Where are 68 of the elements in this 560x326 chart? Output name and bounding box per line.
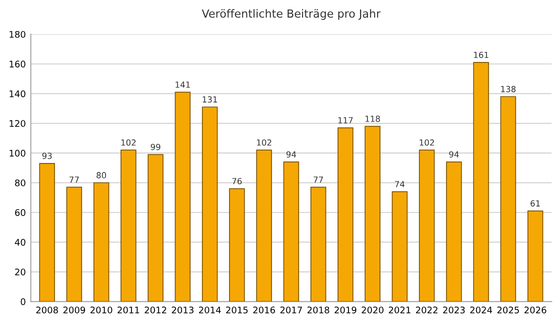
bar xyxy=(39,163,55,302)
y-tick-label: 100 xyxy=(10,150,26,157)
bar xyxy=(283,162,300,302)
bar xyxy=(446,162,462,302)
bar xyxy=(473,62,489,302)
data-label: 76 xyxy=(232,178,242,184)
x-tick-label: 2017 xyxy=(280,306,302,314)
data-label: 161 xyxy=(474,52,488,58)
bar xyxy=(418,150,435,302)
x-tick-label: 2020 xyxy=(362,306,384,314)
bar xyxy=(229,188,245,302)
bar xyxy=(148,154,164,302)
data-label: 94 xyxy=(286,151,296,158)
bar xyxy=(364,126,380,302)
data-label: 138 xyxy=(501,86,516,92)
bar xyxy=(66,186,82,302)
y-tick-label: 160 xyxy=(10,60,26,68)
x-tick-label: 2025 xyxy=(497,306,519,314)
bar xyxy=(93,182,110,302)
x-tick-label: 2016 xyxy=(253,306,275,314)
y-tick-label: 60 xyxy=(15,209,26,216)
x-tick-label: 2012 xyxy=(144,306,166,314)
x-tick-label: 2011 xyxy=(118,306,140,314)
x-tick-label: 2010 xyxy=(90,306,112,314)
y-tick-label: 80 xyxy=(15,179,26,186)
x-tick-label: 2008 xyxy=(36,306,58,314)
bar xyxy=(202,106,218,302)
data-label: 99 xyxy=(150,144,160,150)
data-label: 80 xyxy=(96,172,106,178)
bar xyxy=(392,191,408,302)
data-label: 102 xyxy=(121,139,136,146)
x-tick-label: 2024 xyxy=(470,306,492,314)
x-tick-label: 2015 xyxy=(226,306,248,314)
x-tick-label: 2022 xyxy=(416,306,438,314)
bar xyxy=(120,150,136,302)
data-label: 141 xyxy=(176,82,190,88)
y-tick-label: 0 xyxy=(20,298,26,306)
y-tick-label: 20 xyxy=(15,268,26,276)
x-tick-label: 2023 xyxy=(443,306,465,314)
bar xyxy=(256,150,272,302)
data-label: 94 xyxy=(449,151,459,158)
x-tick-label: 2026 xyxy=(524,306,546,314)
data-label: 118 xyxy=(366,116,380,122)
y-tick-label: 140 xyxy=(10,90,26,98)
data-label: 93 xyxy=(42,152,52,160)
chart-title: Veröffentlichte Beiträge pro Jahr xyxy=(202,9,381,20)
x-tick-label: 2019 xyxy=(334,306,356,314)
y-tick-label: 120 xyxy=(10,120,26,127)
data-label: 117 xyxy=(338,117,353,124)
y-tick-label: 40 xyxy=(14,238,26,246)
x-tick-label: 2018 xyxy=(308,306,330,314)
bar xyxy=(527,210,544,302)
y-tick-label: 180 xyxy=(10,30,26,38)
bar xyxy=(338,127,354,302)
bar xyxy=(500,96,516,302)
x-tick-label: 2021 xyxy=(388,306,410,314)
data-label: 102 xyxy=(420,139,434,146)
data-label: 102 xyxy=(257,139,272,146)
data-label: 77 xyxy=(70,176,79,183)
x-tick-label: 2009 xyxy=(63,306,86,314)
bar xyxy=(174,92,191,302)
data-label: 61 xyxy=(530,200,540,207)
data-label: 74 xyxy=(395,181,405,188)
bar xyxy=(310,186,326,302)
x-tick-label: 2014 xyxy=(199,306,221,314)
x-tick-label: 2013 xyxy=(172,306,194,314)
data-label: 77 xyxy=(314,176,323,183)
data-label: 131 xyxy=(202,96,218,103)
